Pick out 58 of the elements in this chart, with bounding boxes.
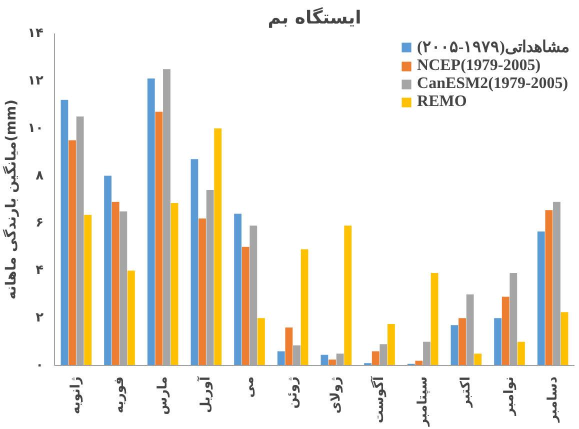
y-tick-label: ۱۲ — [28, 73, 44, 88]
bar — [214, 128, 222, 366]
bar — [300, 249, 308, 366]
bar — [277, 351, 285, 366]
y-tick-label: ۱۴ — [28, 26, 44, 41]
x-tick-label: اکتبر — [458, 376, 474, 408]
y-tick-label: ۰ — [36, 358, 44, 373]
bar — [537, 232, 545, 366]
bar — [60, 100, 68, 366]
bar — [372, 351, 380, 366]
bar — [387, 324, 395, 366]
legend-label: NCEP(1979-2005) — [417, 57, 541, 75]
bar — [104, 176, 112, 366]
bar — [147, 78, 155, 366]
bar — [430, 273, 438, 366]
bar — [234, 214, 242, 366]
legend-label: CanESM2(1979-2005) — [417, 75, 568, 93]
bar — [344, 226, 352, 366]
bar — [190, 159, 198, 366]
bar — [112, 202, 120, 366]
bar — [127, 270, 135, 366]
legend-label: REMO — [417, 93, 467, 111]
x-tick-label: می — [242, 376, 257, 398]
x-tick-label: ژانویه — [68, 376, 84, 414]
x-tick-label: مارس — [155, 376, 170, 415]
bar — [560, 312, 568, 366]
bar — [285, 328, 293, 366]
x-tick-label: فوریه — [112, 376, 127, 414]
bar — [257, 318, 265, 366]
y-tick-label: ۱۰ — [28, 120, 44, 136]
bar — [84, 214, 92, 366]
bar — [517, 342, 525, 366]
y-tick-label: ۸ — [36, 168, 44, 184]
y-tick-label: ۲ — [36, 310, 44, 326]
x-tick-label: سپتامبر — [415, 376, 430, 428]
bar — [155, 112, 163, 366]
bar — [494, 318, 502, 366]
bar — [328, 360, 336, 366]
legend-label: مشاهداتی(۱۹۷۹-۲۰۰۵) — [417, 38, 570, 57]
bar — [458, 318, 466, 366]
bar — [545, 210, 553, 366]
y-tick-label: ۶ — [36, 216, 44, 231]
y-axis-title: میانگین بارندگی ماهانه(mm) — [2, 100, 20, 300]
chart-title: ایستگاه بم — [268, 6, 362, 28]
x-tick-label: دسامبر — [545, 376, 560, 424]
x-tick-label: ژولای — [328, 376, 344, 414]
bar — [170, 203, 178, 366]
bar — [502, 296, 510, 366]
bar — [242, 246, 250, 366]
bar — [474, 354, 482, 366]
x-tick-label: آگوست — [370, 376, 387, 424]
x-tick-label: آوریل — [196, 376, 214, 414]
y-tick-label: ۴ — [36, 263, 44, 278]
bar — [450, 325, 458, 366]
x-tick-label: نوامبر — [502, 376, 517, 416]
bar — [68, 140, 76, 366]
bar — [198, 218, 206, 366]
x-tick-label: ژوئن — [285, 376, 300, 409]
